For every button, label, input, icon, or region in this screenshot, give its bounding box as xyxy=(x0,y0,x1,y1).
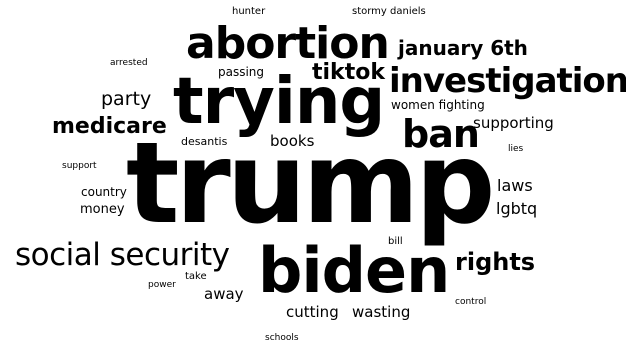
word-ban: ban xyxy=(402,112,480,156)
word-supporting: supporting xyxy=(473,114,554,132)
word-lgbtq: lgbtq xyxy=(496,199,538,218)
word-schools: schools xyxy=(265,333,299,343)
word-power: power xyxy=(148,280,176,290)
word-cutting: cutting xyxy=(286,303,339,321)
word-trying: trying xyxy=(173,65,385,139)
word-take: take xyxy=(185,271,207,282)
word-social-security: social security xyxy=(15,237,230,273)
word-biden: biden xyxy=(258,234,450,307)
word-bill: bill xyxy=(388,236,403,247)
word-lies: lies xyxy=(508,144,524,154)
word-wasting: wasting xyxy=(352,303,411,321)
word-arrested: arrested xyxy=(110,58,148,68)
word-tiktok: tiktok xyxy=(312,60,385,85)
word-stormy-daniels: stormy daniels xyxy=(352,6,426,17)
word-trump: trump xyxy=(126,119,495,249)
word-books: books xyxy=(270,132,315,150)
word-rights: rights xyxy=(455,248,536,276)
word-money: money xyxy=(80,202,125,217)
word-january-6th: january 6th xyxy=(398,36,528,60)
word-party: party xyxy=(101,88,152,110)
word-investigations: investigations xyxy=(389,61,626,101)
word-control: control xyxy=(455,297,487,307)
word-hunter: hunter xyxy=(232,6,266,17)
word-laws: laws xyxy=(497,176,533,195)
word-support: support xyxy=(62,161,97,171)
word-away: away xyxy=(204,285,244,303)
word-country: country xyxy=(81,185,127,199)
word-women-fighting: women fighting xyxy=(391,98,485,112)
word-passing: passing xyxy=(218,65,265,79)
word-abortion: abortion xyxy=(186,18,390,69)
word-desantis: desantis xyxy=(181,135,228,148)
word-medicare: medicare xyxy=(52,114,167,139)
